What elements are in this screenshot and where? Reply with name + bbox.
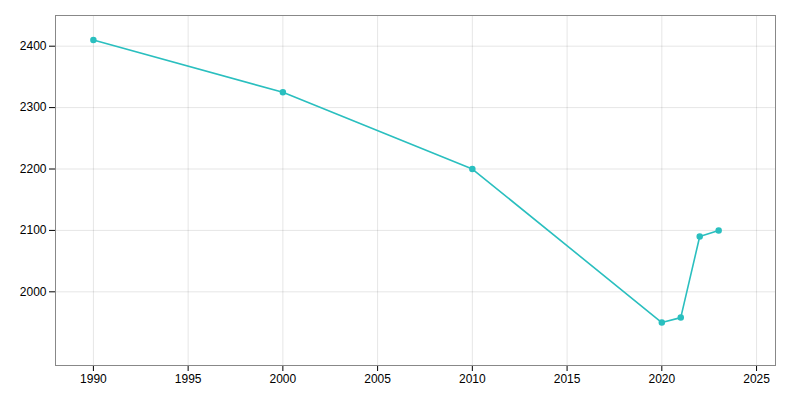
svg-text:2100: 2100 <box>20 223 47 237</box>
svg-text:2015: 2015 <box>554 372 581 386</box>
svg-text:2000: 2000 <box>270 372 297 386</box>
svg-text:2300: 2300 <box>20 100 47 114</box>
svg-text:1995: 1995 <box>175 372 202 386</box>
svg-text:2020: 2020 <box>648 372 675 386</box>
svg-text:2025: 2025 <box>743 372 770 386</box>
svg-text:2400: 2400 <box>20 39 47 53</box>
svg-text:2010: 2010 <box>459 372 486 386</box>
svg-text:2005: 2005 <box>364 372 391 386</box>
svg-text:2200: 2200 <box>20 162 47 176</box>
svg-text:2000: 2000 <box>20 285 47 299</box>
svg-text:1990: 1990 <box>80 372 107 386</box>
